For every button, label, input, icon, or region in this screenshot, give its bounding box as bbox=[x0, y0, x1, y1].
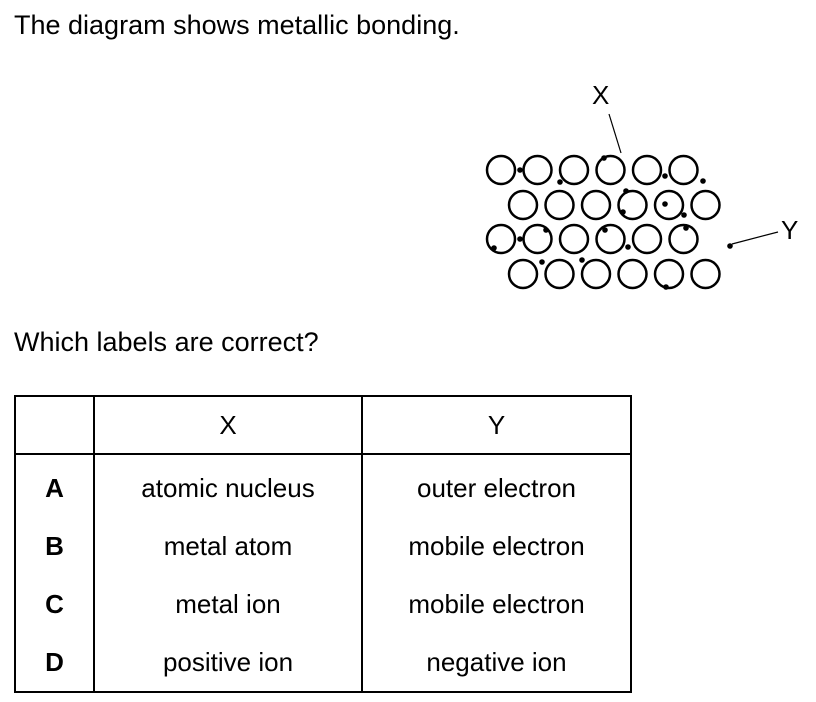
metal-ion-circle bbox=[595, 154, 626, 186]
electron-dot bbox=[579, 257, 585, 263]
metal-ion-circle bbox=[580, 189, 612, 221]
metal-ion-circle bbox=[522, 154, 553, 186]
label-y-pointer bbox=[731, 231, 779, 245]
electron-dot bbox=[557, 179, 563, 185]
option-letter: C bbox=[15, 575, 95, 633]
metal-ion-circle bbox=[485, 154, 517, 186]
electron-dot bbox=[539, 259, 545, 265]
intro-text: The diagram shows metallic bonding. bbox=[14, 10, 460, 40]
metal-ion-circle bbox=[544, 189, 575, 221]
electron-dot bbox=[620, 209, 626, 215]
metal-ion-circle bbox=[653, 189, 685, 221]
electron-dot bbox=[681, 212, 687, 218]
electron-dot bbox=[727, 243, 733, 249]
option-y-label: mobile electron bbox=[408, 588, 585, 619]
metal-ion-circle bbox=[631, 223, 663, 255]
metal-ion-lattice bbox=[485, 154, 721, 290]
metallic-bonding-diagram: X Y bbox=[485, 80, 798, 290]
option-x-label: metal ion bbox=[94, 575, 363, 633]
electron-dot bbox=[517, 167, 523, 173]
electron-dot bbox=[543, 227, 549, 233]
delocalised-electrons bbox=[491, 155, 733, 290]
electron-dot bbox=[663, 284, 669, 290]
electron-dot bbox=[623, 188, 629, 194]
table-header-row: X Y bbox=[15, 396, 631, 455]
metal-ion-circle bbox=[580, 258, 612, 290]
option-letter: B bbox=[15, 517, 95, 575]
metal-ion-circle bbox=[544, 258, 575, 290]
electron-dot bbox=[662, 201, 668, 207]
metal-ion-circle bbox=[631, 154, 663, 186]
metal-ion-circle bbox=[690, 189, 721, 221]
header-cell-x: X bbox=[94, 396, 363, 455]
electron-dot bbox=[625, 244, 631, 250]
header-cell-y: Y bbox=[362, 396, 631, 455]
metal-ion-circle bbox=[522, 223, 553, 255]
electron-dot bbox=[601, 155, 607, 161]
option-y-label: negative ion bbox=[426, 646, 567, 677]
option-x-label: metal atom bbox=[94, 517, 363, 575]
option-letter: D bbox=[15, 633, 95, 692]
metal-ion-circle bbox=[507, 258, 539, 290]
label-x-pointer bbox=[608, 113, 622, 154]
electron-dot bbox=[491, 245, 497, 251]
metal-ion-circle bbox=[558, 154, 590, 186]
metal-ion-circle bbox=[617, 258, 648, 290]
option-y-label: mobile electron bbox=[408, 530, 585, 561]
electron-dot bbox=[683, 225, 689, 231]
metal-ion-circle bbox=[668, 154, 699, 186]
metal-ion-circle bbox=[485, 223, 517, 255]
metal-ion-circle bbox=[558, 223, 590, 255]
answer-table: X Y A atomic nucleus outer electron B me… bbox=[14, 395, 632, 693]
option-row-c[interactable]: C metal ion mobile electron bbox=[15, 575, 631, 633]
electron-dot bbox=[662, 173, 668, 179]
option-letter: A bbox=[15, 454, 95, 517]
option-row-d[interactable]: D positive ion negative ion bbox=[15, 633, 631, 692]
option-row-a[interactable]: A atomic nucleus outer electron bbox=[15, 454, 631, 517]
option-row-b[interactable]: B metal atom mobile electron bbox=[15, 517, 631, 575]
label-x: X bbox=[592, 80, 609, 110]
electron-dot bbox=[700, 178, 706, 184]
electron-dot bbox=[602, 227, 608, 233]
option-x-label: atomic nucleus bbox=[94, 454, 363, 517]
question-text: Which labels are correct? bbox=[14, 327, 319, 357]
option-x-label: positive ion bbox=[94, 633, 363, 692]
metal-ion-circle bbox=[595, 223, 626, 255]
option-y-label: outer electron bbox=[417, 472, 576, 503]
header-cell-letter bbox=[15, 396, 95, 455]
metal-ion-circle bbox=[653, 258, 685, 290]
metal-ion-circle bbox=[668, 223, 699, 255]
metal-ion-circle bbox=[690, 258, 721, 290]
metal-ion-circle bbox=[507, 189, 539, 221]
metal-ion-circle bbox=[617, 189, 648, 221]
label-y: Y bbox=[781, 215, 798, 245]
electron-dot bbox=[517, 236, 523, 242]
